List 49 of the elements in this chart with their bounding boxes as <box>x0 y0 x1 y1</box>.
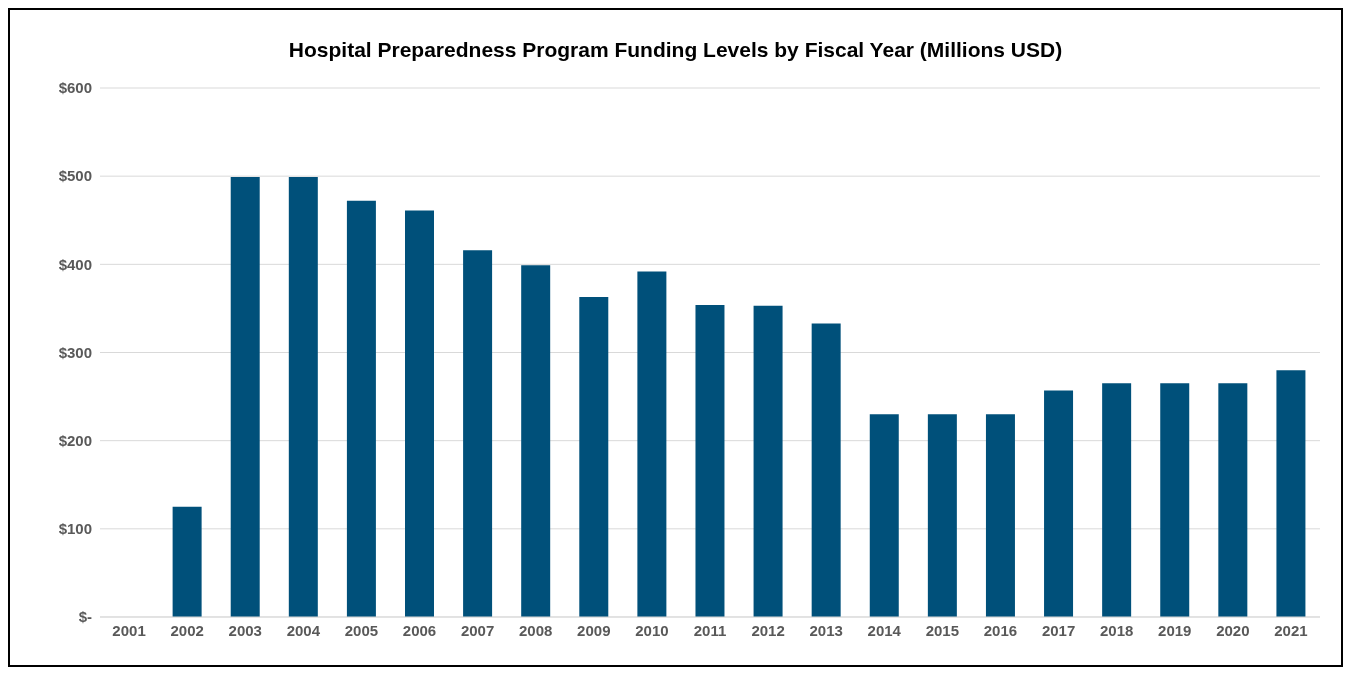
bar <box>521 265 551 617</box>
x-tick-label: 2021 <box>1274 621 1308 639</box>
bar <box>753 305 783 617</box>
bar <box>579 296 609 617</box>
x-tick-label: 2004 <box>286 621 321 639</box>
x-tick-label: 2020 <box>1216 621 1250 639</box>
x-tick-label: 2014 <box>867 621 902 639</box>
x-tick-label: 2017 <box>1041 621 1076 639</box>
x-tick-label: 2009 <box>577 621 611 639</box>
x-tick-label: 2008 <box>519 621 553 639</box>
bar <box>1276 370 1306 617</box>
bar <box>637 271 667 617</box>
bar <box>1102 383 1132 617</box>
bar <box>463 250 493 617</box>
bar <box>1044 390 1074 617</box>
x-tick-label: 2018 <box>1099 621 1134 639</box>
bar <box>927 414 957 617</box>
y-tick-label: $400 <box>58 255 92 273</box>
bar <box>811 323 841 617</box>
x-tick-label: 2010 <box>635 621 669 639</box>
x-tick-label: 2002 <box>170 621 204 639</box>
x-tick-label: 2016 <box>983 621 1018 639</box>
chart-title: Hospital Preparedness Program Funding Levels by Fiscal Year (Millions USD) <box>287 37 1064 63</box>
bar <box>172 506 202 617</box>
y-tick-label: $- <box>78 608 92 626</box>
x-tick-label: 2012 <box>751 621 785 639</box>
x-tick-label: 2006 <box>402 621 437 639</box>
bar <box>405 210 434 617</box>
y-tick-label: $600 <box>58 79 92 97</box>
x-tick-label: 2013 <box>809 621 843 639</box>
y-tick-label: $500 <box>58 167 92 185</box>
x-tick-label: 2005 <box>344 621 379 639</box>
bar <box>869 414 899 617</box>
x-tick-label: 2001 <box>112 621 146 639</box>
bar <box>1160 383 1190 617</box>
y-tick-label: $300 <box>58 343 92 361</box>
x-tick-label: 2007 <box>460 621 495 639</box>
x-tick-label: 2011 <box>693 621 727 639</box>
y-tick-label: $100 <box>58 520 92 538</box>
bar <box>288 177 318 617</box>
bar <box>230 177 260 617</box>
y-tick-label: $200 <box>58 431 92 449</box>
bar <box>985 414 1015 617</box>
bar <box>1218 383 1248 617</box>
x-tick-label: 2015 <box>925 621 960 639</box>
x-tick-label: 2003 <box>228 621 262 639</box>
bar <box>695 304 725 617</box>
bar <box>346 200 376 617</box>
x-tick-label: 2019 <box>1158 621 1192 639</box>
